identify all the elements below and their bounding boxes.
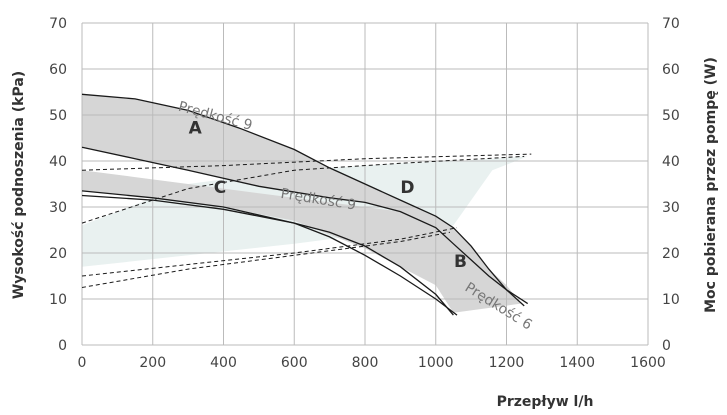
series-line-1 (81, 146, 529, 305)
x-tick-label-2: 400 (210, 355, 237, 371)
x-tick-label-0: 0 (78, 355, 87, 371)
x-tick-label-8: 1600 (630, 355, 666, 371)
x-axis-title: Przepływ l/h (497, 394, 594, 410)
region-label-c: C (214, 178, 226, 198)
y-tick-label-left-0: 0 (58, 338, 67, 354)
y-tick-label-left-5: 50 (49, 108, 67, 124)
y-tick-label-left-6: 60 (49, 62, 67, 78)
y-tick-label-right-1: 10 (662, 292, 680, 308)
y-tick-label-left-3: 30 (49, 200, 67, 216)
series-line-7-dashed (81, 231, 450, 288)
series-line-5-dashed (81, 155, 525, 224)
x-tick-label-4: 800 (352, 355, 379, 371)
region-label-a: A (189, 118, 203, 138)
y-tick-label-right-4: 40 (662, 154, 680, 170)
series-line-3 (81, 194, 454, 316)
x-tick-label-3: 600 (281, 355, 308, 371)
y-tick-label-right-3: 30 (662, 200, 680, 216)
series-line-4-dashed (81, 153, 532, 171)
series-line-0 (81, 93, 525, 307)
region-a (82, 94, 525, 306)
y-tick-label-right-7: 70 (662, 16, 680, 32)
series-line-6-dashed (81, 227, 458, 277)
y-tick-label-left-2: 20 (49, 246, 67, 262)
y-tick-label-left-4: 40 (49, 154, 67, 170)
y-tick-label-right-5: 50 (662, 108, 680, 124)
x-tick-label-6: 1200 (489, 355, 525, 371)
y-tick-label-right-2: 20 (662, 246, 680, 262)
y-tick-label-left-7: 70 (49, 16, 67, 32)
grid-layer (81, 22, 649, 346)
region-label-b: B (454, 252, 467, 272)
y-tick-label-left-1: 10 (49, 292, 67, 308)
axis-layer: 0 200 400 600 800 1000 1200 1400 160001020304050… (49, 16, 680, 371)
y-axis-title-right: Moc pobierana przez pompę (W) (703, 57, 719, 313)
y-tick-label-right-0: 0 (662, 338, 671, 354)
x-tick-label-7: 1400 (559, 355, 595, 371)
y-tick-label-right-6: 60 (662, 62, 680, 78)
y-axis-title-left: Wysokość podnoszenia (kPa) (11, 71, 27, 299)
series-layer (81, 93, 532, 316)
x-tick-label-5: 1000 (418, 355, 454, 371)
region-label-d: D (400, 178, 414, 198)
series-line-2 (81, 190, 458, 316)
x-tick-label-1: 200 (139, 355, 166, 371)
